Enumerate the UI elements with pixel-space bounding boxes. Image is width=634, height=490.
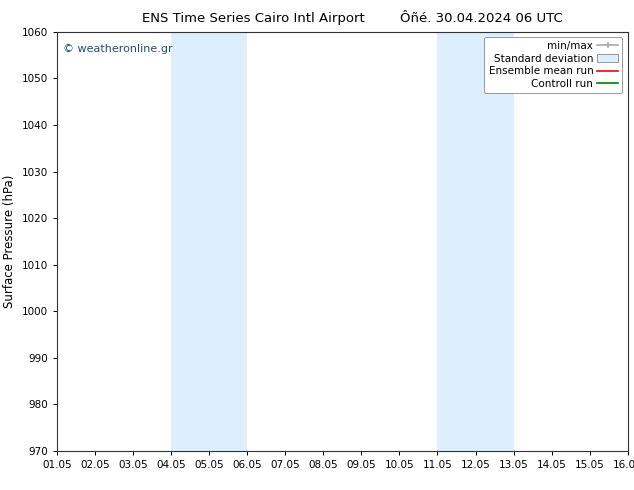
Text: ENS Time Series Cairo Intl Airport: ENS Time Series Cairo Intl Airport xyxy=(142,12,365,25)
Bar xyxy=(171,32,247,451)
Text: Ôñé. 30.04.2024 06 UTC: Ôñé. 30.04.2024 06 UTC xyxy=(401,12,563,25)
Text: © weatheronline.gr: © weatheronline.gr xyxy=(63,45,172,54)
Legend: min/max, Standard deviation, Ensemble mean run, Controll run: min/max, Standard deviation, Ensemble me… xyxy=(484,37,623,93)
Y-axis label: Surface Pressure (hPa): Surface Pressure (hPa) xyxy=(3,174,16,308)
Bar xyxy=(437,32,514,451)
